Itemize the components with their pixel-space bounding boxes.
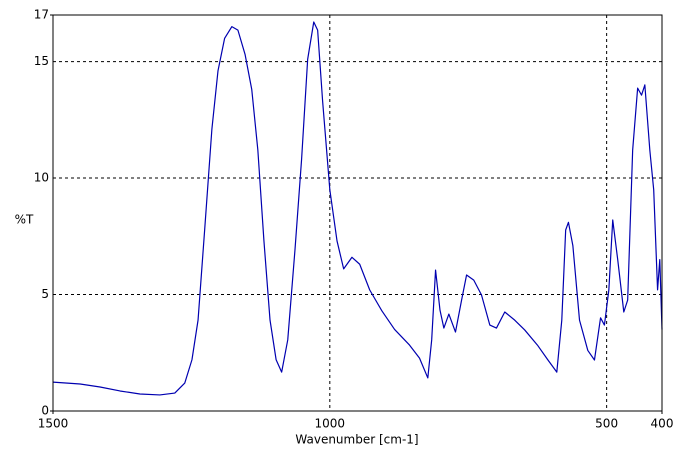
x-tick-label: 1000 (315, 417, 346, 431)
y-axis-label: %T (15, 213, 34, 227)
y-tick-label: 0 (41, 404, 49, 418)
y-tick-label: 17 (34, 8, 49, 22)
y-tick-label: 10 (34, 171, 49, 185)
x-tick-label: 400 (651, 417, 674, 431)
y-tick-label: 15 (34, 54, 49, 68)
x-axis-label: Wavenumber [cm-1] (295, 433, 418, 447)
y-tick-label: 5 (41, 287, 49, 301)
plot-frame (52, 14, 663, 412)
x-tick-label: 500 (595, 417, 618, 431)
x-tick-label: 1500 (38, 417, 69, 431)
spectrum-line (52, 21, 663, 396)
